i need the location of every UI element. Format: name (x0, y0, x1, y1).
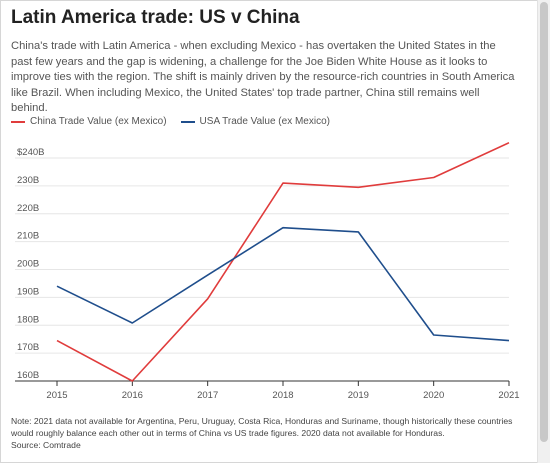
series-line-usa (56, 226, 510, 342)
x-tick-label: 2018 (272, 390, 293, 401)
y-tick-label: 180B (17, 314, 39, 325)
y-tick-label: 230B (17, 175, 39, 186)
chart-subtitle: China's trade with Latin America - when … (11, 40, 515, 115)
legend-swatch-china (11, 120, 25, 123)
chart-note: Note: 2021 data not available for Argent… (11, 415, 531, 451)
y-tick-label: 170B (17, 342, 39, 353)
x-tick-label: 2020 (423, 390, 444, 401)
y-tick-label: $240B (17, 147, 44, 158)
legend: China Trade Value (ex Mexico) USA Trade … (11, 116, 344, 127)
source-line: Source: Comtrade (11, 440, 81, 450)
y-tick-label: 200B (17, 259, 39, 270)
legend-item-china: China Trade Value (ex Mexico) (11, 116, 167, 127)
x-tick-label: 2021 (498, 390, 519, 401)
x-tick-label: 2015 (46, 390, 67, 401)
legend-item-usa: USA Trade Value (ex Mexico) (180, 116, 330, 127)
y-tick-label: 160B (17, 370, 39, 381)
legend-label-china: China Trade Value (ex Mexico) (30, 116, 167, 127)
x-tick-label: 2017 (197, 390, 218, 401)
note-line-2: would roughly balance each other out in … (11, 428, 445, 438)
y-tick-label: 210B (17, 231, 39, 242)
chart-title: Latin America trade: US v China (11, 7, 300, 28)
line-chart: 160B 170B 180B 190B 200B 210B 220B 230B $240B 201… (15, 141, 520, 401)
vertical-scrollbar[interactable] (537, 0, 550, 463)
y-tick-label: 220B (17, 203, 39, 214)
series-line-china (56, 141, 510, 382)
x-tick-label: 2019 (348, 390, 369, 401)
scrollbar-thumb[interactable] (540, 2, 548, 442)
legend-swatch-usa (180, 120, 195, 123)
legend-label-usa: USA Trade Value (ex Mexico) (199, 116, 330, 127)
x-tick-label: 2016 (122, 390, 143, 401)
y-tick-label: 190B (17, 286, 39, 297)
note-line-1: Note: 2021 data not available for Argent… (11, 416, 513, 426)
